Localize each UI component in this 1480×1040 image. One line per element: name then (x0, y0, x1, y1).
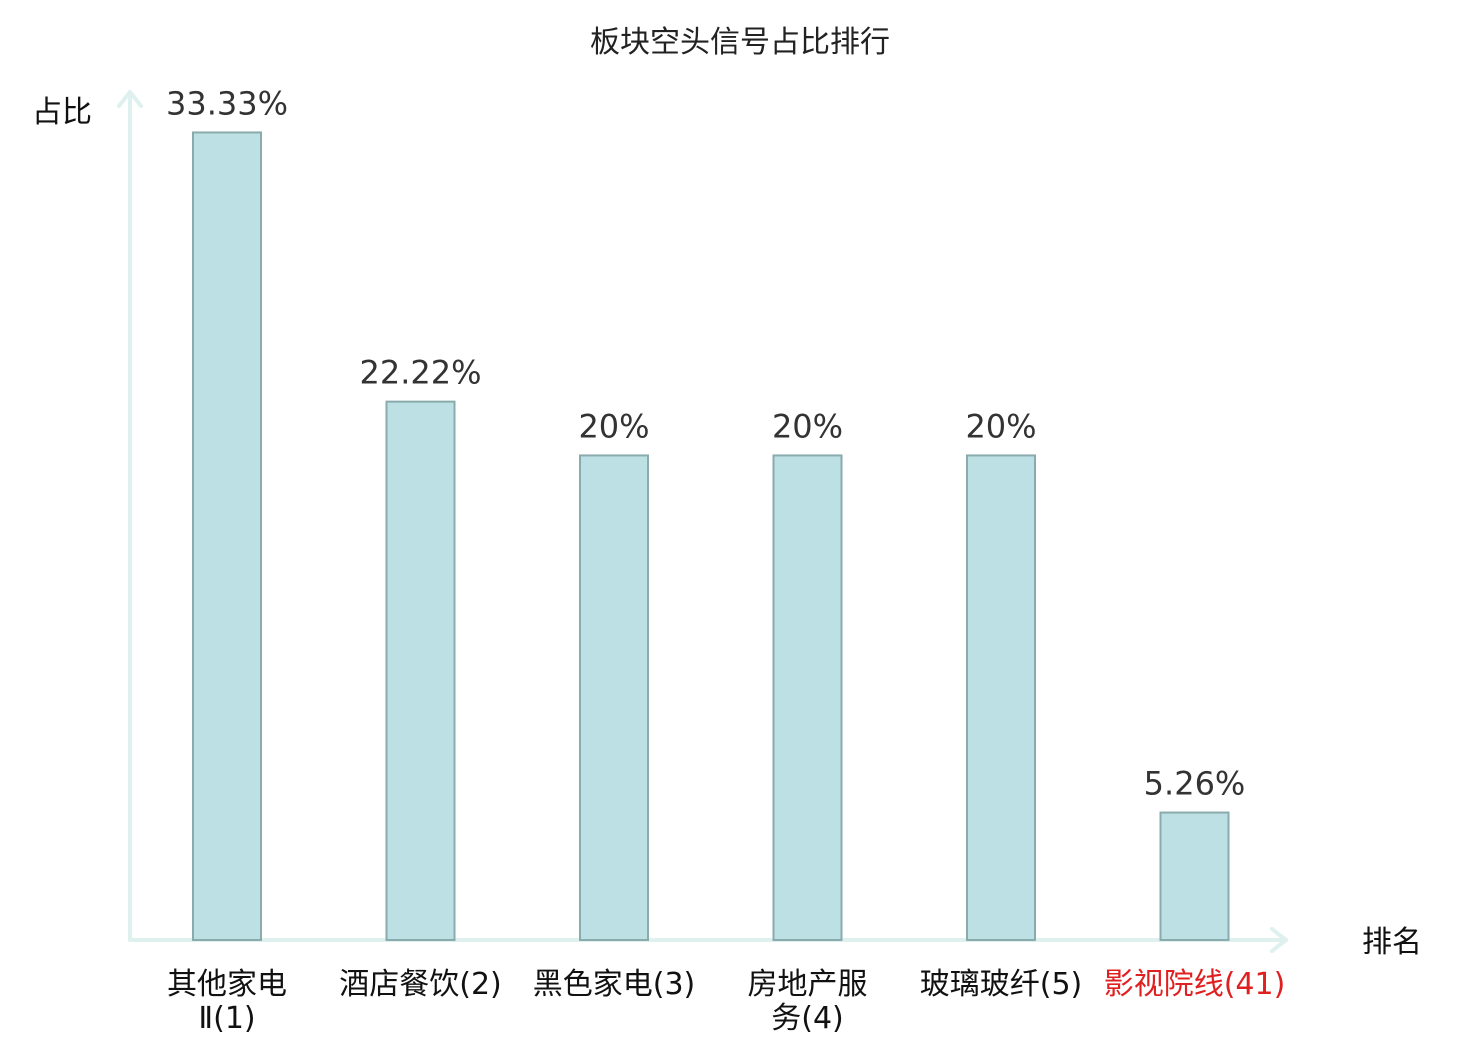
category-label-line: 房地产服 (748, 967, 868, 1002)
chart-title: 板块空头信号占比排行 (590, 25, 890, 60)
bar (385, 400, 456, 942)
bar-value-label: 20% (965, 407, 1036, 445)
category-label: 黑色家电(3) (533, 967, 696, 1002)
bar (579, 454, 649, 941)
axes (117, 90, 1288, 953)
bar (1159, 811, 1230, 942)
value-labels-group: 33.33% 22.22% 20% 20% 20% 5.26% (166, 84, 1245, 802)
bar-value-label: 20% (578, 407, 649, 445)
category-label-line: 玻璃玻纤(5) (920, 967, 1083, 1002)
bar-value-label: 5.26% (1144, 765, 1246, 803)
bar (772, 454, 843, 941)
category-label: 酒店餐饮(2) (339, 967, 502, 1002)
x-axis-arrow (1270, 927, 1288, 953)
x-axis-label: 排名 (1362, 925, 1422, 960)
category-label-line: 黑色家电(3) (533, 967, 696, 1002)
y-axis-label: 占比 (32, 95, 92, 130)
bar-value-label: 20% (772, 407, 843, 445)
bar-value-label: 22.22% (359, 354, 481, 392)
category-label-line: Ⅱ(1) (198, 1001, 255, 1036)
category-label-line: 其他家电 (167, 967, 287, 1002)
category-label-line: 酒店餐饮(2) (339, 967, 502, 1002)
category-label: 其他家电 Ⅱ(1) (167, 967, 287, 1036)
bar (192, 131, 262, 941)
category-label-line: 务(4) (771, 1001, 844, 1036)
bars-group (192, 131, 1230, 942)
bar-value-label: 33.33% (166, 84, 288, 122)
category-label: 影视院线(41) (1104, 967, 1286, 1002)
y-axis-arrow (117, 90, 143, 108)
category-labels-group: 其他家电 Ⅱ(1) 酒店餐饮(2) 黑色家电(3) 房地产服务(4) 玻璃玻纤(5) 影视院… (167, 967, 1285, 1036)
bar (966, 454, 1036, 941)
category-label: 玻璃玻纤(5) (920, 967, 1083, 1002)
category-label-line: 影视院线(41) (1104, 967, 1286, 1002)
category-label: 房地产服务(4) (748, 967, 868, 1036)
